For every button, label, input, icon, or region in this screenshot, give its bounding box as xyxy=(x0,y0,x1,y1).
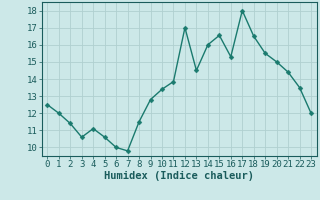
X-axis label: Humidex (Indice chaleur): Humidex (Indice chaleur) xyxy=(104,171,254,181)
